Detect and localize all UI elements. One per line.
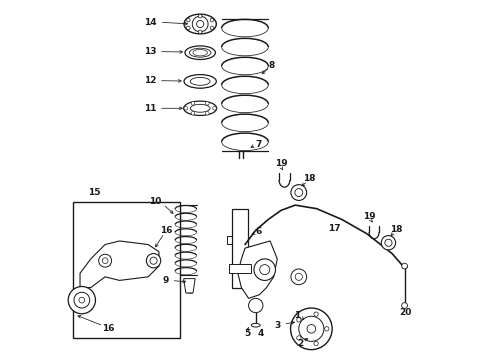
Circle shape: [205, 112, 209, 115]
Circle shape: [295, 189, 303, 197]
Circle shape: [198, 30, 202, 34]
Text: 2: 2: [297, 339, 304, 348]
Bar: [73, 202, 180, 338]
Text: 1: 1: [294, 311, 300, 320]
Text: 18: 18: [390, 225, 403, 234]
Circle shape: [324, 327, 329, 331]
Bar: [229, 264, 251, 273]
Polygon shape: [184, 279, 195, 293]
Circle shape: [402, 263, 408, 269]
Text: 7: 7: [255, 140, 262, 149]
Circle shape: [205, 102, 209, 105]
Text: 19: 19: [274, 159, 287, 168]
Circle shape: [213, 107, 216, 110]
Circle shape: [295, 273, 302, 280]
Circle shape: [74, 292, 90, 308]
Circle shape: [260, 265, 270, 275]
Text: 16: 16: [160, 226, 172, 235]
Circle shape: [187, 18, 190, 22]
Circle shape: [192, 16, 208, 32]
Circle shape: [385, 239, 392, 246]
Circle shape: [187, 26, 190, 30]
Circle shape: [254, 259, 275, 280]
Circle shape: [184, 107, 188, 110]
Circle shape: [307, 324, 316, 333]
Text: 17: 17: [328, 224, 341, 233]
Circle shape: [291, 185, 307, 201]
Text: 20: 20: [399, 308, 411, 317]
Circle shape: [191, 112, 195, 115]
Circle shape: [291, 308, 332, 350]
Ellipse shape: [251, 323, 260, 327]
Circle shape: [196, 21, 204, 28]
Text: 4: 4: [258, 329, 264, 338]
Text: 18: 18: [303, 175, 316, 184]
Text: 9: 9: [162, 276, 169, 285]
Circle shape: [102, 258, 108, 264]
Ellipse shape: [190, 104, 210, 112]
Circle shape: [79, 297, 85, 303]
Text: 10: 10: [149, 197, 162, 206]
Circle shape: [314, 312, 319, 316]
Ellipse shape: [190, 77, 210, 85]
Ellipse shape: [184, 14, 216, 34]
Text: 13: 13: [144, 47, 156, 56]
Text: 15: 15: [88, 188, 100, 197]
Text: 16: 16: [102, 324, 115, 333]
Circle shape: [381, 235, 395, 250]
Circle shape: [150, 257, 157, 264]
Circle shape: [314, 341, 319, 346]
Bar: [232, 209, 247, 288]
Ellipse shape: [184, 101, 217, 116]
Circle shape: [210, 18, 214, 22]
Text: 11: 11: [144, 104, 156, 113]
Text: 12: 12: [144, 76, 156, 85]
Text: 8: 8: [269, 61, 275, 70]
Ellipse shape: [185, 46, 216, 59]
Polygon shape: [238, 241, 277, 298]
Circle shape: [297, 318, 301, 322]
Text: 6: 6: [255, 228, 262, 237]
Ellipse shape: [184, 75, 216, 88]
Circle shape: [198, 14, 202, 18]
Circle shape: [210, 26, 214, 30]
Circle shape: [98, 254, 112, 267]
Text: 3: 3: [274, 321, 280, 330]
Ellipse shape: [190, 48, 211, 57]
Circle shape: [291, 269, 307, 285]
Circle shape: [147, 253, 161, 268]
Text: 19: 19: [364, 212, 376, 221]
Circle shape: [297, 336, 301, 340]
Circle shape: [248, 298, 263, 313]
Circle shape: [299, 316, 324, 341]
Text: 5: 5: [245, 329, 251, 338]
Polygon shape: [80, 241, 159, 288]
Circle shape: [68, 287, 96, 314]
Circle shape: [191, 102, 195, 105]
Circle shape: [402, 303, 408, 309]
Text: 14: 14: [144, 18, 156, 27]
